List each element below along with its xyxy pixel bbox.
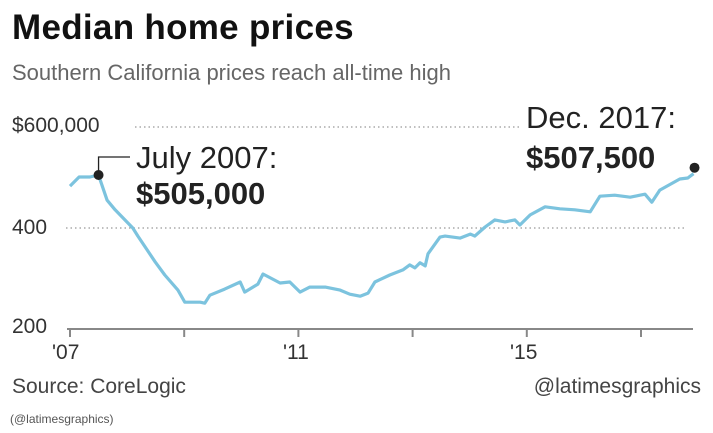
y-tick-label: 400	[12, 216, 48, 239]
series-line	[68, 172, 695, 305]
x-tick-label: '07	[52, 341, 80, 364]
chart-subtitle: Southern California prices reach all-tim…	[12, 60, 451, 85]
annotation-peak-value: $505,000	[136, 176, 266, 211]
source-note: Source: CoreLogic	[12, 375, 186, 398]
twitter-handle: @latimesgraphics	[533, 375, 701, 398]
chart-title: Median home prices	[12, 8, 354, 47]
annotation-leader	[97, 156, 130, 175]
annotation-peak-date: July 2007:	[136, 140, 278, 175]
peak-marker	[93, 169, 104, 180]
latest-marker	[689, 162, 700, 173]
credit-note: (@latimesgraphics)	[10, 412, 114, 426]
annotation-latest-date: Dec. 2017:	[526, 100, 676, 135]
annotation-latest-value: $507,500	[526, 140, 656, 175]
y-tick-label: 200	[12, 315, 48, 338]
x-tick-label: '11	[283, 341, 309, 364]
x-tick-label: '15	[510, 341, 538, 364]
y-tick-label: $600,000	[12, 114, 100, 137]
